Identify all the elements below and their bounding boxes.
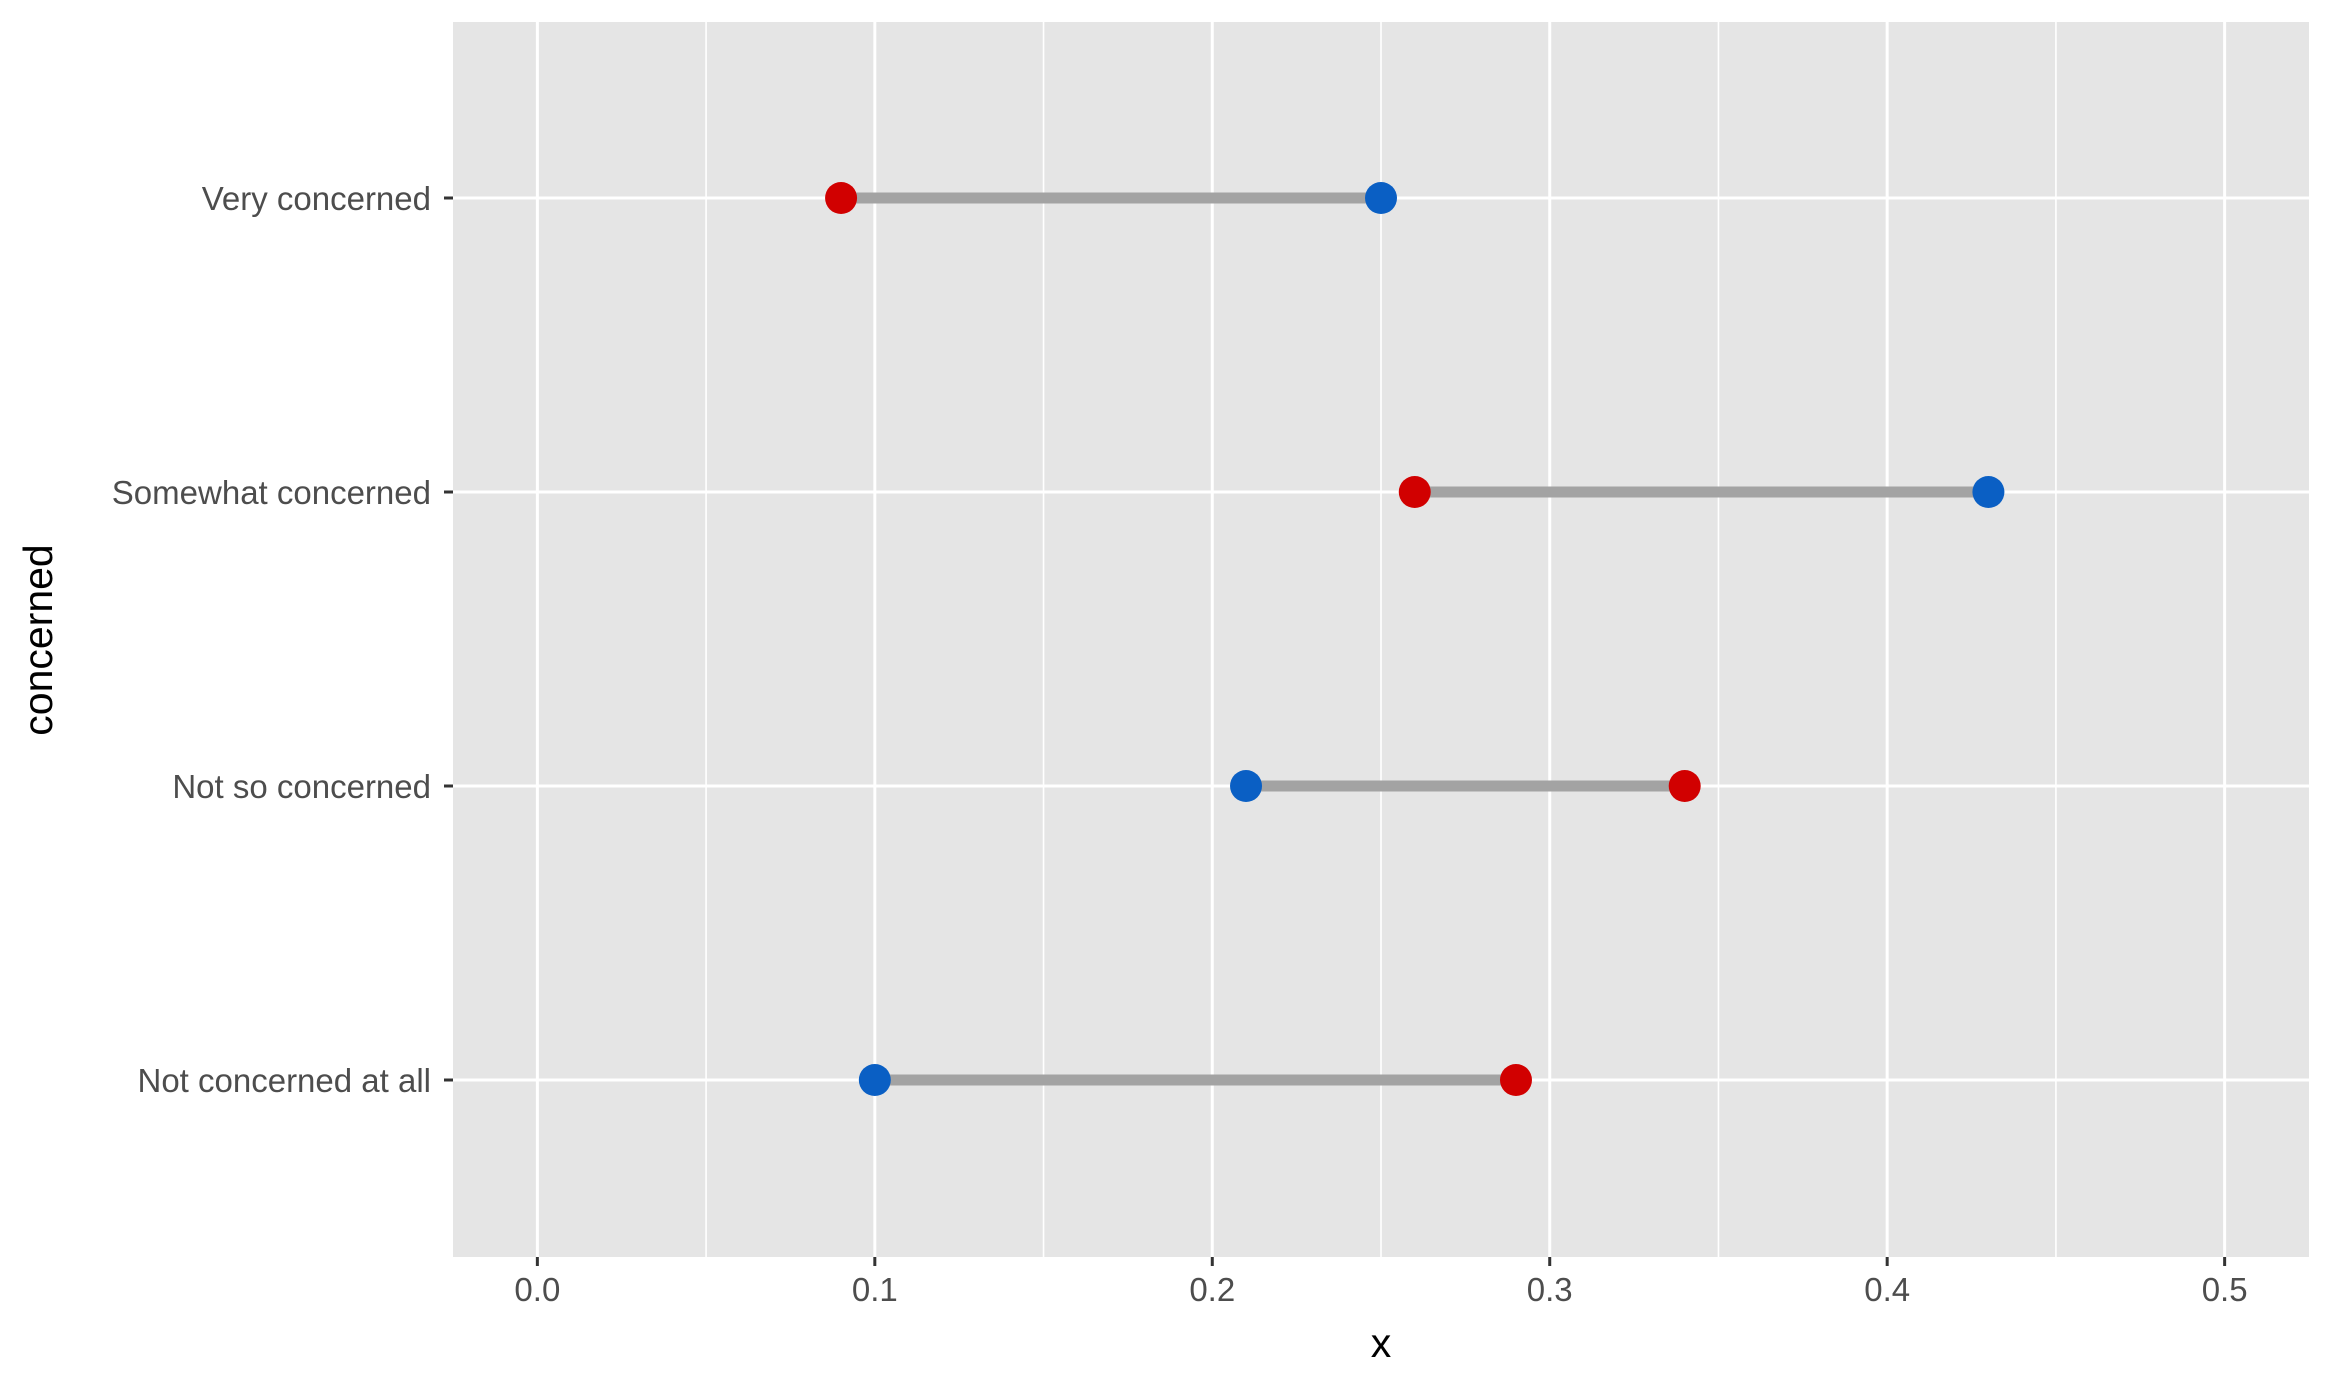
x-tick-label: 0.2 (1189, 1271, 1235, 1308)
x-tick-label: 0.5 (2202, 1271, 2248, 1308)
blue-point (1365, 182, 1397, 214)
red-point (1398, 476, 1431, 508)
blue-point (858, 1064, 891, 1096)
dumbbell-segments (841, 192, 1989, 1086)
y-tick-label: Not so concerned (172, 768, 431, 805)
blue-point (1972, 476, 2005, 508)
y-tick-label: Somewhat concerned (112, 474, 431, 511)
x-tick-label: 0.3 (1527, 1271, 1573, 1308)
y-tick-label: Not concerned at all (137, 1062, 431, 1099)
x-axis: 0.0 0.1 0.2 0.3 0.4 0.5 (514, 1257, 2248, 1308)
x-tick-label: 0.0 (514, 1271, 560, 1308)
x-axis-title: x (1371, 1320, 1392, 1366)
red-point (1668, 770, 1701, 802)
dumbbell-points (825, 182, 2005, 1096)
y-axis-title: concerned (15, 544, 61, 735)
red-point (825, 182, 858, 214)
red-point (1499, 1064, 1532, 1096)
y-tick-label: Very concerned (202, 180, 431, 217)
x-tick-label: 0.4 (1864, 1271, 1910, 1308)
minor-gridlines (705, 22, 2057, 1257)
x-tick-label: 0.1 (852, 1271, 898, 1308)
y-axis: Very concerned Somewhat concerned Not so c… (112, 180, 453, 1099)
blue-point (1230, 770, 1263, 802)
